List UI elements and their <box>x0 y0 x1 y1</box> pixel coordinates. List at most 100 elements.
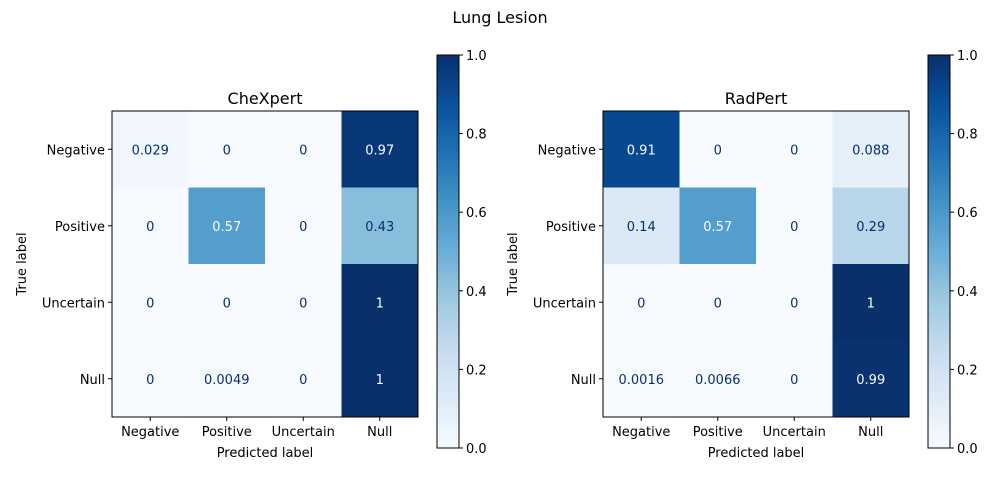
cell-value-label: 0 <box>299 373 307 388</box>
heatmap-cell-r1-c2 <box>265 187 342 265</box>
cell-value-label: 0.0016 <box>619 373 665 388</box>
plot-title: CheXpert <box>228 89 303 108</box>
axes-frame <box>111 110 419 418</box>
cell-value-label: 0 <box>299 296 307 311</box>
plot-title: RadPert <box>725 89 788 108</box>
x-tick-label: Null <box>858 425 883 440</box>
y-tick-label: Positive <box>546 220 596 235</box>
heatmap-cell-r2-c0 <box>112 264 189 341</box>
y-tick-label: Negative <box>538 143 596 158</box>
heatmap-cell-r0-c1 <box>188 111 266 188</box>
heatmap-cell-r1-c3 <box>832 187 910 265</box>
cell-value-label: 0.57 <box>212 220 241 235</box>
x-tick-label: Positive <box>202 425 252 440</box>
heatmap-cell-r3-c3 <box>832 340 910 418</box>
cell-value-label: 0 <box>299 220 307 235</box>
cell-value-label: 0 <box>714 296 722 311</box>
heatmap-cell-r0-c0 <box>603 111 680 188</box>
colorbar-tick-label: 1.0 <box>466 49 487 64</box>
colorbar-tick-label: 0.2 <box>957 363 978 378</box>
colorbar <box>436 54 460 449</box>
x-tick-label: Negative <box>121 425 179 440</box>
y-axis-label: True label <box>506 232 521 296</box>
cell-value-label: 0.029 <box>132 143 169 158</box>
heatmap-cell-r2-c3 <box>832 264 910 341</box>
cell-value-label: 0 <box>299 143 307 158</box>
y-tick-label: Positive <box>55 220 105 235</box>
heatmap-cell-r1-c3 <box>341 187 419 265</box>
figure-title: Lung Lesion <box>452 8 547 27</box>
heatmap-cell-r2-c3 <box>341 264 419 341</box>
cell-value-label: 0.0049 <box>204 373 250 388</box>
colorbar-tick-label: 0.2 <box>466 363 487 378</box>
heatmap-cell-r0-c2 <box>265 111 342 188</box>
cell-value-label: 1 <box>376 296 384 311</box>
cell-value-label: 0.088 <box>852 143 889 158</box>
y-tick-label: Negative <box>47 143 105 158</box>
cell-value-label: 0.97 <box>365 143 394 158</box>
colorbar-tick-label: 0.0 <box>466 442 487 457</box>
colorbar-tick-label: 0.0 <box>957 442 978 457</box>
heatmap-cell-r2-c2 <box>265 264 342 341</box>
cell-value-label: 0 <box>790 296 798 311</box>
x-tick-label: Uncertain <box>763 425 826 440</box>
heatmap-cell-r1-c2 <box>756 187 833 265</box>
cell-value-label: 0 <box>790 220 798 235</box>
cell-value-label: 0 <box>223 296 231 311</box>
heatmap-cell-r1-c0 <box>112 187 189 265</box>
colorbar <box>927 54 951 449</box>
heatmap-cell-r2-c1 <box>679 264 757 341</box>
heatmap-cell-r3-c0 <box>603 340 680 418</box>
cell-value-label: 1 <box>867 296 875 311</box>
colorbar-tick-label: 0.8 <box>466 128 487 143</box>
cell-value-label: 0.0066 <box>695 373 741 388</box>
colorbar-tick-label: 0.6 <box>957 206 978 221</box>
cell-value-label: 0.43 <box>365 220 394 235</box>
x-tick-label: Positive <box>693 425 743 440</box>
heatmap-cell-r2-c1 <box>188 264 266 341</box>
confusion-matrix-1: 0.029 0 0 0.97 0 0.57 0 0.43 0 0 0 1 0 0.0049 0 1 Negati… <box>15 49 487 461</box>
y-axis-label: True label <box>15 232 30 296</box>
cell-value-label: 0.14 <box>627 220 656 235</box>
heatmap-cell-r2-c2 <box>756 264 833 341</box>
heatmap-cell-r2-c0 <box>603 264 680 341</box>
heatmap-cell-r0-c2 <box>756 111 833 188</box>
axes-frame <box>602 110 910 418</box>
y-tick-label: Null <box>80 373 105 388</box>
cell-value-label: 0.99 <box>856 373 885 388</box>
cell-value-label: 0 <box>790 143 798 158</box>
x-axis-label: Predicted label <box>217 446 314 461</box>
cell-value-label: 1 <box>376 373 384 388</box>
colorbar-tick-label: 0.8 <box>957 128 978 143</box>
heatmap-cell-r3-c1 <box>188 340 266 418</box>
colorbar-tick-label: 0.4 <box>957 285 978 300</box>
cell-value-label: 0 <box>146 373 154 388</box>
cell-value-label: 0.29 <box>856 220 885 235</box>
heatmap-cell-r1-c1 <box>188 187 266 265</box>
cell-value-label: 0 <box>790 373 798 388</box>
x-tick-label: Null <box>367 425 392 440</box>
colorbar-tick-label: 1.0 <box>957 49 978 64</box>
y-tick-label: Uncertain <box>42 296 105 311</box>
x-tick-label: Negative <box>612 425 670 440</box>
y-tick-label: Uncertain <box>533 296 596 311</box>
cell-value-label: 0.91 <box>627 143 656 158</box>
heatmap-cell-r3-c1 <box>679 340 757 418</box>
cell-value-label: 0 <box>637 296 645 311</box>
heatmap-cell-r0-c3 <box>832 111 910 188</box>
heatmap-cell-r0-c3 <box>341 111 419 188</box>
heatmap-cell-r0-c0 <box>112 111 189 188</box>
x-axis-label: Predicted label <box>708 446 805 461</box>
heatmap-cell-r3-c2 <box>265 340 342 418</box>
heatmap-cell-r0-c1 <box>679 111 757 188</box>
heatmap-cell-r1-c0 <box>603 187 680 265</box>
heatmap-cell-r1-c1 <box>679 187 757 265</box>
heatmap-cell-r3-c2 <box>756 340 833 418</box>
confusion-matrix-2: 0.91 0 0 0.088 0.14 0.57 0 0.29 0 0 0 1 0.0016 0.0066… <box>506 49 978 461</box>
cell-value-label: 0 <box>714 143 722 158</box>
cell-value-label: 0 <box>146 220 154 235</box>
colorbar-tick-label: 0.6 <box>466 206 487 221</box>
heatmap-cell-r3-c3 <box>341 340 419 418</box>
cell-value-label: 0.57 <box>703 220 732 235</box>
